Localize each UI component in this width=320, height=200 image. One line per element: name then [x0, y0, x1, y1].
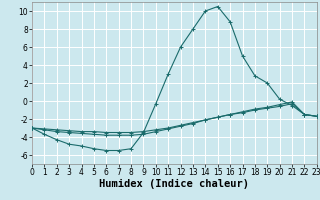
X-axis label: Humidex (Indice chaleur): Humidex (Indice chaleur) — [100, 179, 249, 189]
